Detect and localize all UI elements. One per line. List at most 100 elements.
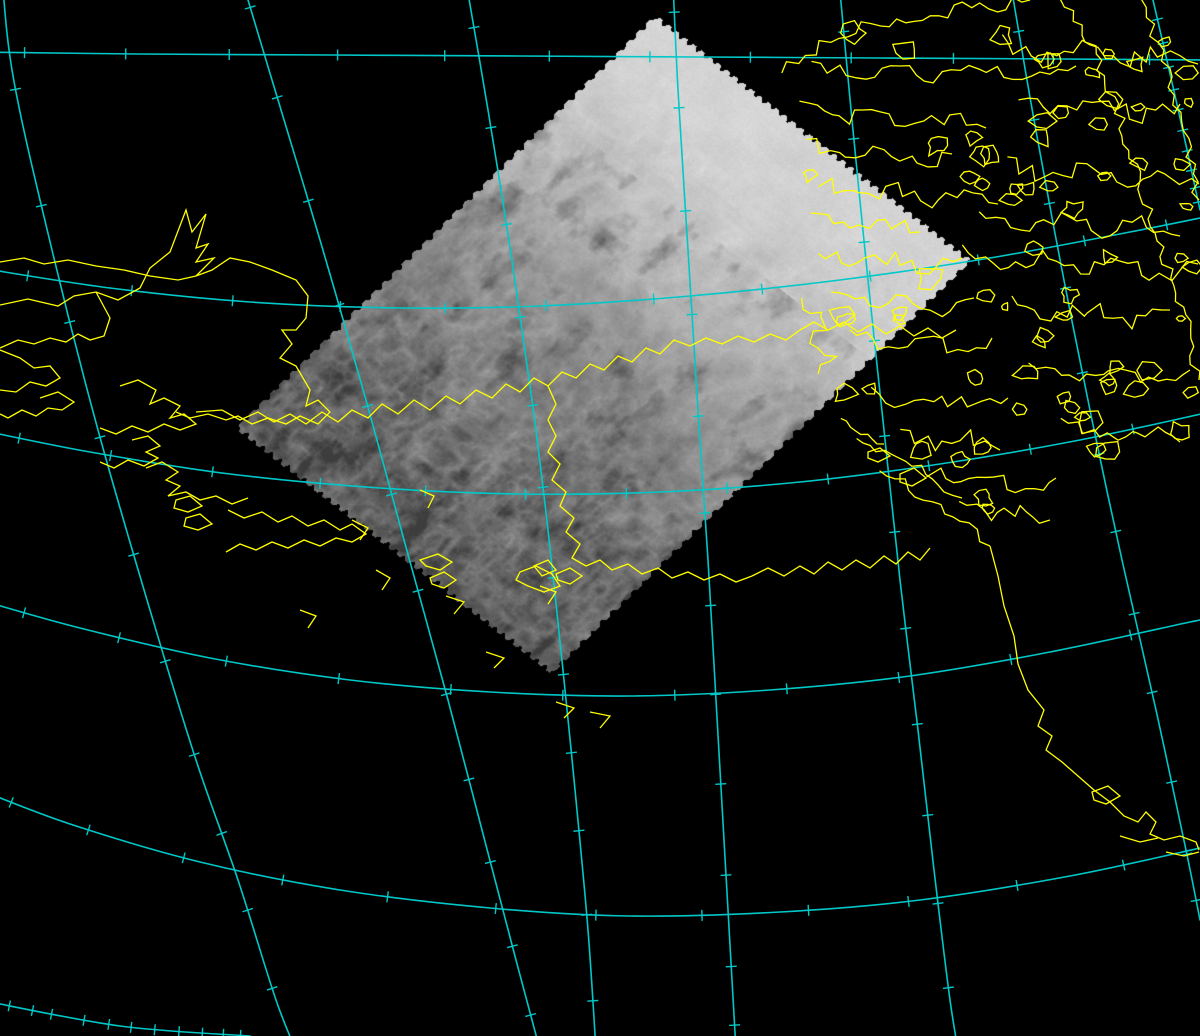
graticule-tick <box>1013 29 1025 34</box>
graticule-tick <box>1146 690 1158 695</box>
coastline-islet <box>1173 158 1192 172</box>
graticule-tick <box>86 824 91 836</box>
coastline-islet <box>828 306 856 327</box>
coastline-arctic-archipelago <box>799 100 987 129</box>
coastline-islet <box>1047 53 1062 70</box>
coastline-canada-north <box>751 547 931 577</box>
graticule-tick <box>244 5 256 10</box>
graticule-tick <box>463 777 475 782</box>
graticule-tick <box>525 1012 537 1018</box>
graticule-tick <box>729 1024 741 1027</box>
coastline-islet <box>1084 66 1101 79</box>
coastline-islet <box>973 436 992 455</box>
coastline-islet <box>1059 200 1084 220</box>
coastline-islet <box>1174 252 1190 264</box>
coastline-arctic-archipelago <box>1011 295 1171 331</box>
coastline-arctic-archipelago <box>810 212 921 234</box>
graticule-tick <box>527 403 539 407</box>
graticule-tick <box>785 683 788 695</box>
coastline-islet <box>1038 179 1059 192</box>
graticule-tick <box>1043 201 1055 206</box>
graticule-tick <box>49 1008 54 1020</box>
coastline-chukotka <box>99 379 198 435</box>
coastline-alaska-ne <box>689 329 801 347</box>
graticule-meridian <box>1012 0 1200 921</box>
coastline-islet <box>1097 90 1124 110</box>
graticule-tick <box>889 530 901 534</box>
graticule-tick <box>117 632 122 644</box>
graticule-tick <box>159 659 171 664</box>
graticule-tick <box>705 604 717 607</box>
graticule-tick <box>506 944 518 949</box>
coastline-arctic-archipelago <box>1018 97 1181 125</box>
graticule-tick <box>337 673 341 685</box>
coastline-islet <box>892 314 907 326</box>
coastline-islet <box>1029 129 1049 148</box>
coastline-greenland-inner <box>1141 0 1200 201</box>
coastline-islet <box>1175 315 1187 322</box>
coastline-islet <box>988 24 1013 46</box>
coastline-islet <box>1036 326 1055 343</box>
coastline-arctic-archipelago <box>961 244 1199 282</box>
graticule-tick <box>177 1026 181 1036</box>
coastline-islet <box>860 382 877 395</box>
graticule-tick <box>1181 148 1193 153</box>
coastline-aleutian-2 <box>375 569 391 591</box>
graticule-tick <box>807 904 810 916</box>
coastline-islet <box>1056 391 1072 405</box>
coastline-island <box>173 495 204 513</box>
graticule-tick <box>760 283 764 295</box>
graticule-meridian <box>839 0 957 1036</box>
coastline-lake <box>555 567 584 585</box>
coastline-islet <box>1122 380 1150 398</box>
coastline-islet <box>1181 259 1200 275</box>
graticule-tick <box>826 473 830 485</box>
coastline-islet <box>979 144 1000 166</box>
coastline-siberia-inner <box>0 257 197 281</box>
graticule-tick <box>976 254 980 266</box>
coastline-aleutian-9 <box>589 711 612 729</box>
coastline-chukotka-pen <box>145 461 249 505</box>
coastline-islet <box>973 488 994 507</box>
coastline-islet <box>1087 117 1109 131</box>
coastline-islet <box>802 169 819 184</box>
graticule-tick <box>699 512 711 515</box>
coastline-islet <box>1130 102 1146 112</box>
coastline-arctic-archipelago <box>1007 156 1200 188</box>
coastline-islet <box>965 130 984 148</box>
coastline-islet <box>1095 440 1121 460</box>
graticule-tick <box>1181 852 1193 856</box>
graticule-tick <box>362 403 374 409</box>
graticule-tick <box>26 270 30 282</box>
coastline-arctic-archipelago <box>818 177 999 209</box>
coastline-islet <box>1125 56 1144 73</box>
coastline-aleutian-3 <box>419 489 435 509</box>
graticule-tick <box>412 588 424 593</box>
graticule-tick <box>1192 200 1200 204</box>
coastline-islet <box>1073 412 1092 422</box>
coastline-alaska-interior <box>547 385 753 583</box>
graticule-tick <box>897 671 901 684</box>
graticule-tick <box>679 209 692 212</box>
coastline-arctic-archipelago <box>818 250 963 275</box>
graticule-tick <box>911 722 923 726</box>
coastline-lake <box>429 571 458 589</box>
coastline-island <box>867 447 892 463</box>
graticule-tick <box>7 1000 12 1012</box>
coastline-islet <box>1031 334 1046 349</box>
coastline-arctic-archipelago <box>900 428 1001 452</box>
graticule-tick <box>1082 235 1087 247</box>
coastline-islet <box>1178 202 1194 211</box>
graticule-tick <box>848 137 860 141</box>
graticule-tick <box>302 198 314 203</box>
coastline-islet <box>1085 442 1107 458</box>
graticule-tick <box>868 270 872 282</box>
coastline-alaska-north <box>195 339 691 425</box>
graticule-tick <box>449 683 452 696</box>
coastline-arctic-archipelago <box>831 291 975 318</box>
graticule-tick <box>1166 780 1178 784</box>
coastline-islet <box>1000 301 1009 312</box>
graticule-tick <box>1121 859 1126 871</box>
graticule-tick <box>30 1004 35 1017</box>
